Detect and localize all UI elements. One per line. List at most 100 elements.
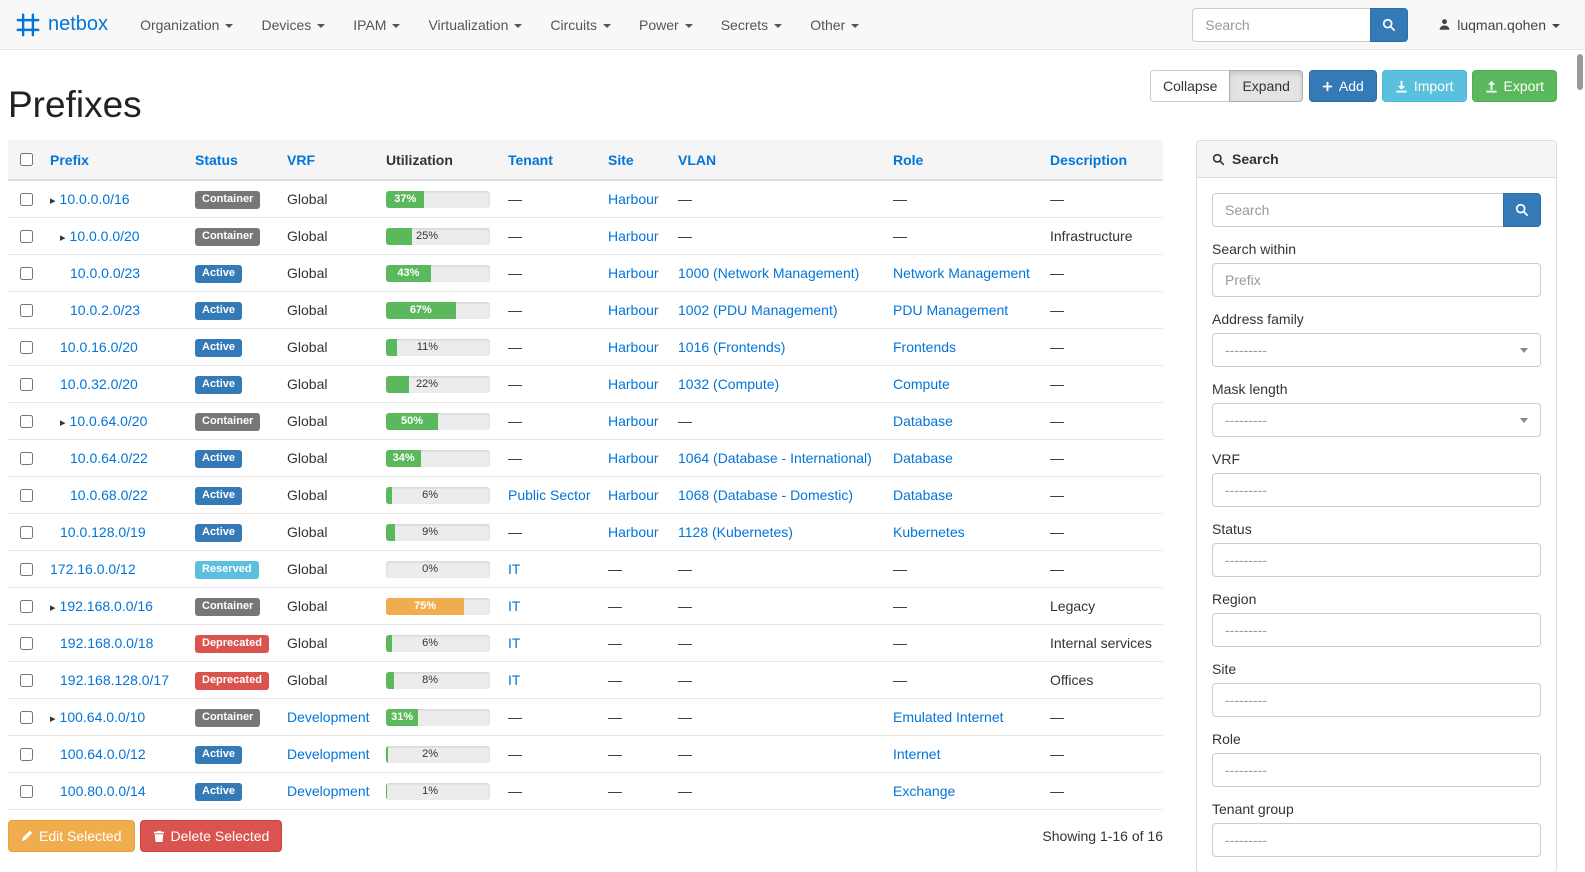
site-link[interactable]: Harbour: [608, 487, 659, 503]
row-checkbox[interactable]: [20, 488, 33, 502]
row-checkbox[interactable]: [20, 229, 33, 243]
column-header-role[interactable]: Role: [893, 151, 924, 168]
prefix-link[interactable]: 10.0.68.0/22: [70, 487, 148, 503]
nav-menu-organization[interactable]: Organization: [126, 0, 247, 50]
prefix-link[interactable]: 10.0.2.0/23: [70, 302, 141, 318]
export-button[interactable]: Export: [1471, 70, 1557, 102]
sidebar-search-input[interactable]: [1212, 193, 1503, 227]
expand-arrow-icon[interactable]: ▸: [50, 713, 56, 725]
filter-select-status[interactable]: ---------: [1212, 543, 1541, 577]
filter-select-region[interactable]: ---------: [1212, 613, 1541, 647]
role-link[interactable]: Database: [893, 487, 953, 503]
prefix-link[interactable]: 192.168.128.0/17: [60, 672, 169, 688]
navbar-search-input[interactable]: [1192, 7, 1371, 42]
filter-select-tenant-group[interactable]: ---------: [1212, 823, 1541, 857]
row-checkbox[interactable]: [20, 340, 33, 354]
tenant-link[interactable]: IT: [508, 598, 521, 614]
vlan-link[interactable]: 1064 (Database - International): [678, 450, 872, 466]
scrollbar-thumb[interactable]: [1577, 54, 1583, 90]
vrf-link[interactable]: Development: [287, 709, 370, 725]
prefix-link[interactable]: 192.168.0.0/16: [59, 598, 153, 614]
site-link[interactable]: Harbour: [608, 191, 659, 207]
tenant-link[interactable]: IT: [508, 672, 521, 688]
prefix-link[interactable]: 100.64.0.0/10: [59, 709, 146, 725]
vlan-link[interactable]: 1032 (Compute): [678, 376, 780, 392]
delete-selected-button[interactable]: Delete Selected: [139, 820, 283, 852]
prefix-link[interactable]: 192.168.0.0/18: [60, 635, 154, 651]
user-menu[interactable]: luqman.qohen: [1438, 17, 1560, 33]
row-checkbox[interactable]: [20, 599, 33, 613]
nav-menu-other[interactable]: Other: [796, 0, 873, 50]
prefix-link[interactable]: 10.0.0.0/16: [59, 191, 130, 207]
site-link[interactable]: Harbour: [608, 450, 659, 466]
vlan-link[interactable]: 1068 (Database - Domestic): [678, 487, 854, 503]
vrf-link[interactable]: Development: [287, 746, 370, 762]
navbar-search-button[interactable]: [1370, 7, 1409, 42]
prefix-link[interactable]: 10.0.64.0/20: [69, 413, 148, 429]
nav-menu-power[interactable]: Power: [625, 0, 707, 50]
column-header-prefix[interactable]: Prefix: [50, 151, 89, 168]
site-link[interactable]: Harbour: [608, 524, 659, 540]
row-checkbox[interactable]: [20, 636, 33, 650]
filter-select-mask-length[interactable]: ---------: [1212, 403, 1541, 437]
vlan-link[interactable]: 1016 (Frontends): [678, 339, 786, 355]
tenant-link[interactable]: IT: [508, 635, 521, 651]
filter-select-site[interactable]: ---------: [1212, 683, 1541, 717]
expand-arrow-icon[interactable]: ▸: [60, 232, 66, 244]
row-checkbox[interactable]: [20, 414, 33, 428]
column-header-status[interactable]: Status: [195, 151, 238, 168]
site-link[interactable]: Harbour: [608, 413, 659, 429]
nav-menu-secrets[interactable]: Secrets: [707, 0, 796, 50]
row-checkbox[interactable]: [20, 747, 33, 761]
prefix-link[interactable]: 172.16.0.0/12: [50, 561, 136, 577]
filter-select-role[interactable]: ---------: [1212, 753, 1541, 787]
vlan-link[interactable]: 1000 (Network Management): [678, 265, 860, 281]
column-header-site[interactable]: Site: [608, 151, 634, 168]
site-link[interactable]: Harbour: [608, 376, 659, 392]
prefix-link[interactable]: 10.0.16.0/20: [60, 339, 138, 355]
prefix-link[interactable]: 10.0.0.0/23: [70, 265, 141, 281]
row-checkbox[interactable]: [20, 303, 33, 317]
edit-selected-button[interactable]: Edit Selected: [8, 820, 135, 852]
prefix-link[interactable]: 10.0.32.0/20: [60, 376, 138, 392]
site-link[interactable]: Harbour: [608, 265, 659, 281]
row-checkbox[interactable]: [20, 784, 33, 798]
nav-menu-devices[interactable]: Devices: [247, 0, 339, 50]
row-checkbox[interactable]: [20, 525, 33, 539]
prefix-link[interactable]: 100.64.0.0/12: [60, 746, 146, 762]
role-link[interactable]: Compute: [893, 376, 950, 392]
select-all-checkbox[interactable]: [20, 153, 33, 166]
row-checkbox[interactable]: [20, 266, 33, 280]
site-link[interactable]: Harbour: [608, 339, 659, 355]
expand-arrow-icon[interactable]: ▸: [50, 602, 56, 614]
expand-arrow-icon[interactable]: ▸: [50, 195, 56, 207]
netbox-brand[interactable]: netbox: [15, 12, 108, 38]
vrf-link[interactable]: Development: [287, 783, 370, 799]
expand-arrow-icon[interactable]: ▸: [60, 417, 66, 429]
row-checkbox[interactable]: [20, 562, 33, 576]
vlan-link[interactable]: 1002 (PDU Management): [678, 302, 838, 318]
role-link[interactable]: Exchange: [893, 783, 956, 799]
row-checkbox[interactable]: [20, 710, 33, 724]
role-link[interactable]: Frontends: [893, 339, 957, 355]
column-header-tenant[interactable]: Tenant: [508, 151, 553, 168]
row-checkbox[interactable]: [20, 377, 33, 391]
role-link[interactable]: Emulated Internet: [893, 709, 1004, 725]
prefix-link[interactable]: 100.80.0.0/14: [60, 783, 146, 799]
collapse-button[interactable]: Collapse: [1149, 70, 1231, 102]
tenant-link[interactable]: Public Sector: [508, 487, 591, 503]
nav-menu-ipam[interactable]: IPAM: [339, 0, 414, 50]
site-link[interactable]: Harbour: [608, 302, 659, 318]
prefix-link[interactable]: 10.0.0.0/20: [69, 228, 140, 244]
role-link[interactable]: Database: [893, 450, 953, 466]
role-link[interactable]: Kubernetes: [893, 524, 965, 540]
role-link[interactable]: Database: [893, 413, 953, 429]
expand-button[interactable]: Expand: [1229, 70, 1303, 102]
filter-input-search-within[interactable]: [1212, 263, 1541, 297]
vlan-link[interactable]: 1128 (Kubernetes): [678, 524, 793, 540]
filter-select-vrf[interactable]: ---------: [1212, 473, 1541, 507]
prefix-link[interactable]: 10.0.64.0/22: [70, 450, 148, 466]
sidebar-search-button[interactable]: [1503, 193, 1541, 227]
column-header-vrf[interactable]: VRF: [287, 151, 315, 168]
nav-menu-virtualization[interactable]: Virtualization: [414, 0, 536, 50]
